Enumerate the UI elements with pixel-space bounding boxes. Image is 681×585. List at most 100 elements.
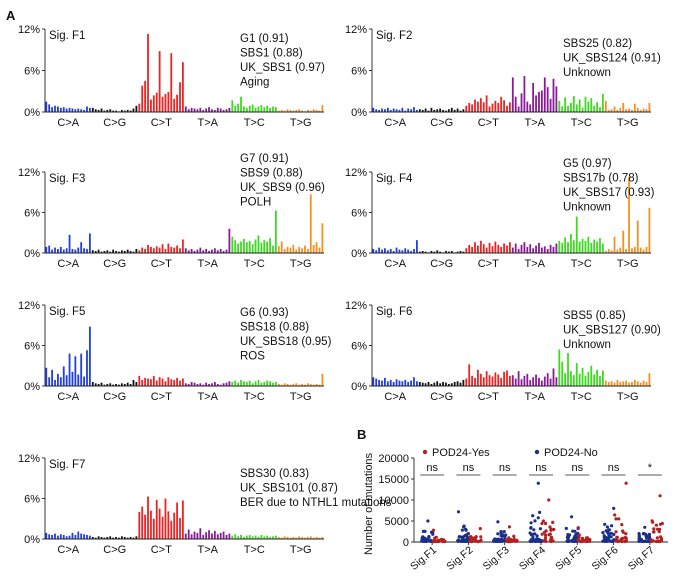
- point-pod24-yes: [433, 537, 437, 541]
- bar: [567, 242, 569, 253]
- bar: [234, 534, 237, 539]
- bar: [118, 251, 120, 253]
- point-pod24-no: [456, 510, 461, 514]
- legend-label: POD24-Yes: [432, 447, 490, 459]
- bar: [648, 103, 651, 112]
- bar: [65, 248, 68, 253]
- bar: [372, 248, 375, 253]
- bar: [570, 371, 572, 386]
- bar: [442, 381, 444, 386]
- bar: [631, 109, 633, 112]
- bar: [596, 102, 598, 112]
- x-tick-label: C>A: [57, 544, 79, 556]
- bar: [479, 373, 482, 386]
- bar: [106, 536, 109, 539]
- bar: [158, 247, 161, 253]
- bar: [248, 380, 251, 386]
- point-pod24-yes: [472, 536, 476, 540]
- bar: [115, 383, 117, 386]
- bar: [123, 383, 126, 386]
- x-tick-label: C>A: [57, 117, 79, 129]
- point-pod24-yes: [478, 527, 482, 531]
- bar: [540, 380, 543, 386]
- bar: [648, 373, 651, 386]
- bar: [161, 96, 164, 112]
- bar: [222, 250, 225, 253]
- bar: [555, 377, 558, 387]
- point-pod24-no: [535, 534, 539, 538]
- y-tick-label: 12%: [345, 300, 367, 312]
- point-pod24-no: [571, 538, 575, 542]
- bar: [126, 382, 129, 387]
- bar: [100, 536, 103, 539]
- bar: [503, 243, 505, 253]
- bar: [633, 379, 636, 387]
- bar: [97, 536, 100, 539]
- bar: [280, 537, 283, 539]
- point-pod24-no: [465, 535, 469, 540]
- bar: [631, 381, 633, 386]
- bar: [274, 107, 277, 112]
- bar: [106, 383, 109, 386]
- bar: [196, 249, 199, 254]
- point-pod24-no: [606, 537, 611, 541]
- bar: [150, 379, 152, 386]
- bar: [211, 109, 213, 112]
- bar: [529, 244, 532, 253]
- bar: [395, 379, 398, 386]
- bar: [378, 247, 381, 253]
- annotation-line: SBS25 (0.82): [563, 38, 632, 50]
- point-pod24-no: [644, 536, 649, 540]
- bar: [135, 381, 138, 386]
- annotation-line: UK_SBS101 (0.87): [240, 483, 338, 495]
- x-tick-label: T>C: [571, 391, 592, 403]
- bar: [289, 537, 292, 539]
- bar: [237, 382, 240, 387]
- bar: [453, 381, 456, 386]
- bar: [593, 374, 596, 386]
- bar: [485, 95, 488, 112]
- bar: [263, 381, 266, 386]
- bar: [45, 532, 48, 539]
- bar: [555, 86, 558, 112]
- bar: [286, 383, 289, 386]
- bar: [439, 251, 442, 253]
- bar: [118, 537, 120, 539]
- bar: [65, 108, 68, 112]
- bar: [100, 251, 103, 253]
- signature-name: Sig. F3: [49, 173, 85, 185]
- point-pod24-yes: [577, 533, 581, 537]
- bar: [468, 244, 471, 253]
- bar: [109, 383, 112, 386]
- bar: [511, 77, 514, 112]
- bar: [304, 537, 306, 539]
- bar: [427, 110, 430, 112]
- bar: [482, 377, 485, 387]
- panel-b-label: B: [357, 427, 366, 442]
- bar: [413, 107, 415, 112]
- bar: [126, 109, 129, 112]
- bar: [193, 382, 196, 387]
- point-pod24-no: [532, 528, 536, 532]
- point-pod24-yes: [468, 535, 472, 540]
- bar: [471, 375, 474, 387]
- point-pod24-yes: [543, 536, 548, 540]
- bar: [418, 381, 421, 386]
- annotation-line: Unknown: [563, 339, 611, 351]
- bar: [604, 100, 607, 112]
- bar: [277, 383, 280, 386]
- bar: [57, 106, 59, 112]
- bar: [48, 377, 51, 387]
- x-tick-label: T>G: [617, 258, 639, 270]
- bar: [245, 381, 248, 386]
- x-tick-label: C>A: [384, 258, 406, 270]
- bar: [187, 250, 190, 253]
- bar: [147, 496, 149, 539]
- bar: [321, 105, 324, 112]
- bar: [295, 109, 298, 112]
- point-pod24-no: [496, 520, 500, 524]
- point-pod24-no: [602, 535, 606, 540]
- significance-label: ns: [426, 462, 438, 474]
- bar: [141, 247, 144, 253]
